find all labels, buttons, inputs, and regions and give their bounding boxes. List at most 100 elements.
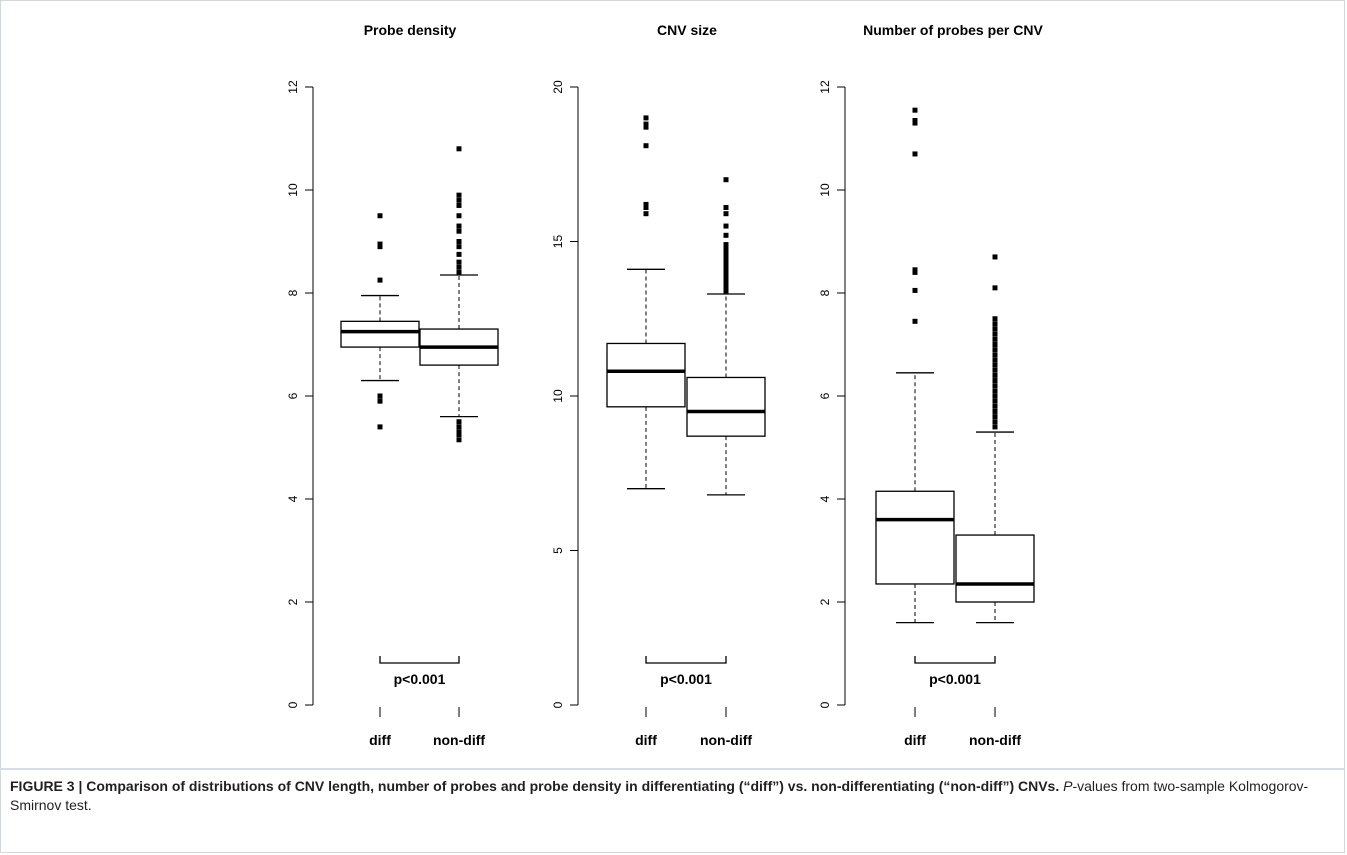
x-tick-label: non-diff — [969, 732, 1021, 748]
outlier-point — [992, 347, 998, 353]
outlier-point — [377, 393, 383, 399]
iqr-box — [606, 342, 686, 408]
y-tick-label: 4 — [818, 495, 832, 502]
y-tick-label: 2 — [818, 598, 832, 605]
outlier-point — [456, 239, 462, 244]
outlier-point — [912, 107, 918, 113]
x-tick-label: diff — [904, 732, 926, 748]
outlier-point — [992, 362, 998, 368]
y-tick-label: 12 — [818, 80, 832, 94]
outlier-point — [456, 244, 462, 250]
outlier-point — [992, 357, 998, 363]
outlier-point — [723, 266, 729, 272]
outlier-point — [992, 342, 998, 347]
outlier-point — [456, 192, 462, 198]
y-tick-label: 8 — [286, 289, 300, 296]
outlier-point — [643, 205, 649, 211]
y-tick-label: 0 — [551, 701, 565, 708]
y-tick-label: 12 — [286, 80, 300, 94]
iqr-box — [875, 490, 955, 585]
outlier-point — [992, 414, 998, 420]
outlier-point — [723, 285, 729, 291]
outlier-point — [723, 263, 729, 269]
outlier-point — [643, 211, 649, 217]
outlier-point — [723, 288, 729, 294]
x-tick-label: non-diff — [433, 732, 485, 748]
iqr-box — [340, 320, 420, 348]
outlier-point — [992, 372, 998, 378]
y-tick-label: 2 — [286, 598, 300, 605]
y-tick-label: 8 — [818, 289, 832, 296]
outlier-point — [456, 146, 462, 152]
iqr-box — [955, 534, 1035, 603]
box-diff: diff — [340, 213, 420, 748]
outlier-point — [456, 228, 462, 234]
y-tick-label: 0 — [286, 701, 300, 708]
outlier-point — [456, 223, 462, 229]
outlier-point — [723, 269, 729, 275]
outlier-point — [992, 367, 998, 373]
box-diff: diff — [606, 115, 686, 748]
pvalue-bracket — [645, 656, 727, 664]
x-tick-label: non-diff — [700, 732, 752, 748]
y-tick-label: 20 — [551, 80, 565, 94]
outlier-point — [643, 124, 649, 130]
box-diff: diff — [875, 107, 955, 748]
y-tick-label: 0 — [818, 701, 832, 708]
outlier-point — [643, 121, 649, 127]
outlier-point — [377, 244, 383, 250]
pvalue-label: p<0.001 — [394, 671, 446, 687]
outlier-point — [377, 213, 383, 219]
chart-title: Number of probes per CNV — [863, 22, 1043, 38]
outlier-point — [456, 259, 462, 265]
outlier-point — [992, 393, 998, 399]
y-tick-label: 10 — [286, 183, 300, 197]
outlier-point — [456, 213, 462, 219]
outlier-point — [723, 177, 729, 183]
outlier-point — [377, 398, 383, 404]
outlier-point — [723, 223, 729, 229]
outlier-point — [912, 117, 918, 123]
box-non-diff: non-diff — [686, 177, 766, 748]
outlier-point — [912, 267, 918, 273]
pvalue-bracket — [379, 656, 460, 664]
pvalue-bracket — [914, 656, 996, 664]
box-non-diff: non-diff — [955, 254, 1035, 748]
outlier-point — [456, 197, 462, 203]
y-tick-label: 15 — [551, 235, 565, 249]
outlier-point — [992, 398, 998, 404]
outlier-point — [456, 437, 462, 443]
outlier-point — [992, 352, 998, 358]
figure-caption: FIGURE 3 | Comparison of distributions o… — [10, 777, 1330, 815]
outlier-point — [992, 316, 998, 322]
outlier-point — [643, 143, 649, 149]
outlier-point — [912, 151, 918, 157]
iqr-box — [686, 376, 766, 437]
x-tick-label: diff — [369, 732, 391, 748]
x-tick-label: diff — [635, 732, 657, 748]
outlier-point — [723, 205, 729, 211]
outlier-point — [456, 264, 462, 270]
outlier-point — [456, 424, 462, 430]
caption-p-italic: P — [1063, 778, 1073, 794]
outlier-point — [992, 331, 998, 337]
outlier-point — [723, 254, 729, 260]
outlier-point — [992, 285, 998, 291]
outlier-point — [992, 336, 998, 342]
outlier-point — [912, 120, 918, 126]
outlier-point — [723, 251, 729, 257]
outlier-point — [643, 201, 649, 207]
y-tick-label: 10 — [818, 183, 832, 197]
outlier-point — [992, 388, 998, 394]
outlier-point — [377, 277, 383, 283]
pvalue-label: p<0.001 — [660, 671, 712, 687]
panel-1: Probe density 0 2 4 6 8 10 12 diff non-diff p<0.00… — [286, 22, 499, 748]
panel-3: Number of probes per CNV 0 2 4 6 8 10 12 diff non… — [818, 22, 1044, 748]
outlier-point — [456, 429, 462, 435]
outlier-point — [992, 254, 998, 260]
outlier-point — [723, 232, 729, 238]
caption-figure-label: FIGURE 3 | — [10, 778, 87, 794]
outlier-point — [723, 282, 729, 288]
outlier-point — [723, 211, 729, 217]
